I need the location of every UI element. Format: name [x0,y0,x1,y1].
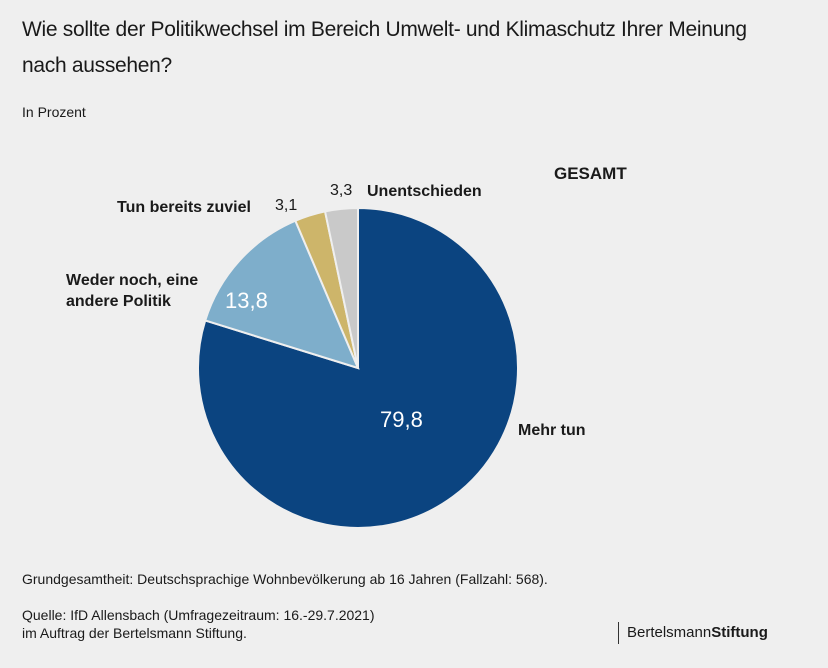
group-label: GESAMT [554,164,627,183]
slice-weder-noch [203,219,360,370]
bertelsmann-logo: BertelsmannStiftung [618,622,768,644]
label-weder-noch-line1: Weder noch, eine [66,272,199,289]
population-note: Grundgesamtheit: Deutschsprachige Wohnbe… [22,571,548,587]
label-unentschieden: Unentschieden [367,183,482,200]
source-line-1: Quelle: IfD Allensbach (Umfragezeitraum:… [22,607,375,623]
source-note: Quelle: IfD Allensbach (Umfragezeitraum:… [22,606,375,642]
label-tun-bereits-zuviel: Tun bereits zuviel [117,199,251,216]
value-weder-noch: 13,8 [225,288,268,313]
brand-bold: Stiftung [711,624,768,641]
value-mehr-tun: 79,8 [380,407,423,432]
brand-light: Bertelsmann [627,624,712,641]
label-weder-noch: Weder noch, eine andere Politik [66,270,198,312]
chart-title: Wie sollte der Politikwechsel im Bereich… [22,18,747,77]
chart-subtitle: In Prozent [22,104,86,120]
value-tun-bereits-zuviel: 3,1 [275,197,298,214]
slice-unentschieden [323,206,359,369]
value-unentschieden: 3,3 [330,182,353,199]
label-weder-noch-line2: andere Politik [66,293,171,310]
label-mehr-tun: Mehr tun [518,422,586,439]
source-line-2: im Auftrag der Bertelsmann Stiftung. [22,625,247,641]
